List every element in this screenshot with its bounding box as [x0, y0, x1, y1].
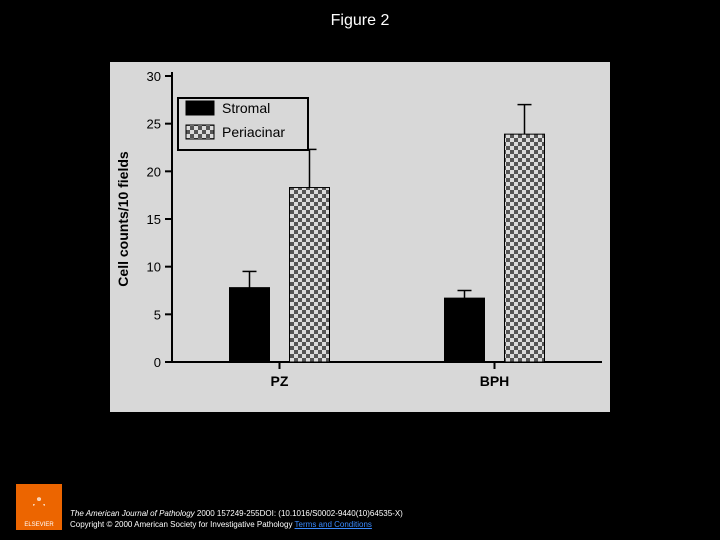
- svg-text:BPH: BPH: [480, 373, 510, 389]
- terms-link[interactable]: Terms and Conditions: [295, 520, 372, 529]
- svg-text:5: 5: [154, 307, 161, 322]
- svg-text:0: 0: [154, 355, 161, 370]
- citation-line: The American Journal of Pathology 2000 1…: [70, 509, 403, 519]
- svg-text:Periacinar: Periacinar: [222, 124, 285, 140]
- elsevier-logo: ELSEVIER: [16, 484, 62, 530]
- svg-text:PZ: PZ: [271, 373, 289, 389]
- svg-text:10: 10: [147, 260, 161, 275]
- svg-text:Cell counts/10 fields: Cell counts/10 fields: [115, 151, 131, 287]
- elsevier-logo-text: ELSEVIER: [24, 522, 53, 528]
- svg-text:25: 25: [147, 117, 161, 132]
- svg-text:20: 20: [147, 164, 161, 179]
- copyright-line: Copyright © 2000 American Society for In…: [70, 520, 403, 530]
- slide-root: Figure 2 0 5 10 15 20 25 30 Cell counts/10 fiel…: [0, 0, 720, 540]
- chart-container: 0 5 10 15 20 25 30 Cell counts/10 fields PZ BPH St…: [110, 62, 610, 412]
- journal-name: The American Journal of Pathology: [70, 509, 195, 518]
- bar-chart: 0 5 10 15 20 25 30 Cell counts/10 fields PZ BPH St…: [110, 62, 610, 412]
- footer-text: The American Journal of Pathology 2000 1…: [70, 509, 403, 530]
- svg-text:15: 15: [147, 212, 161, 227]
- svg-text:30: 30: [147, 69, 161, 84]
- citation-tail: 2000 157249-255DOI: (10.1016/S0002-9440(…: [195, 509, 403, 518]
- svg-text:Stromal: Stromal: [222, 100, 270, 116]
- figure-title: Figure 2: [0, 12, 720, 30]
- footer: ELSEVIER The American Journal of Patholo…: [16, 484, 704, 530]
- copyright-text: Copyright © 2000 American Society for In…: [70, 520, 295, 529]
